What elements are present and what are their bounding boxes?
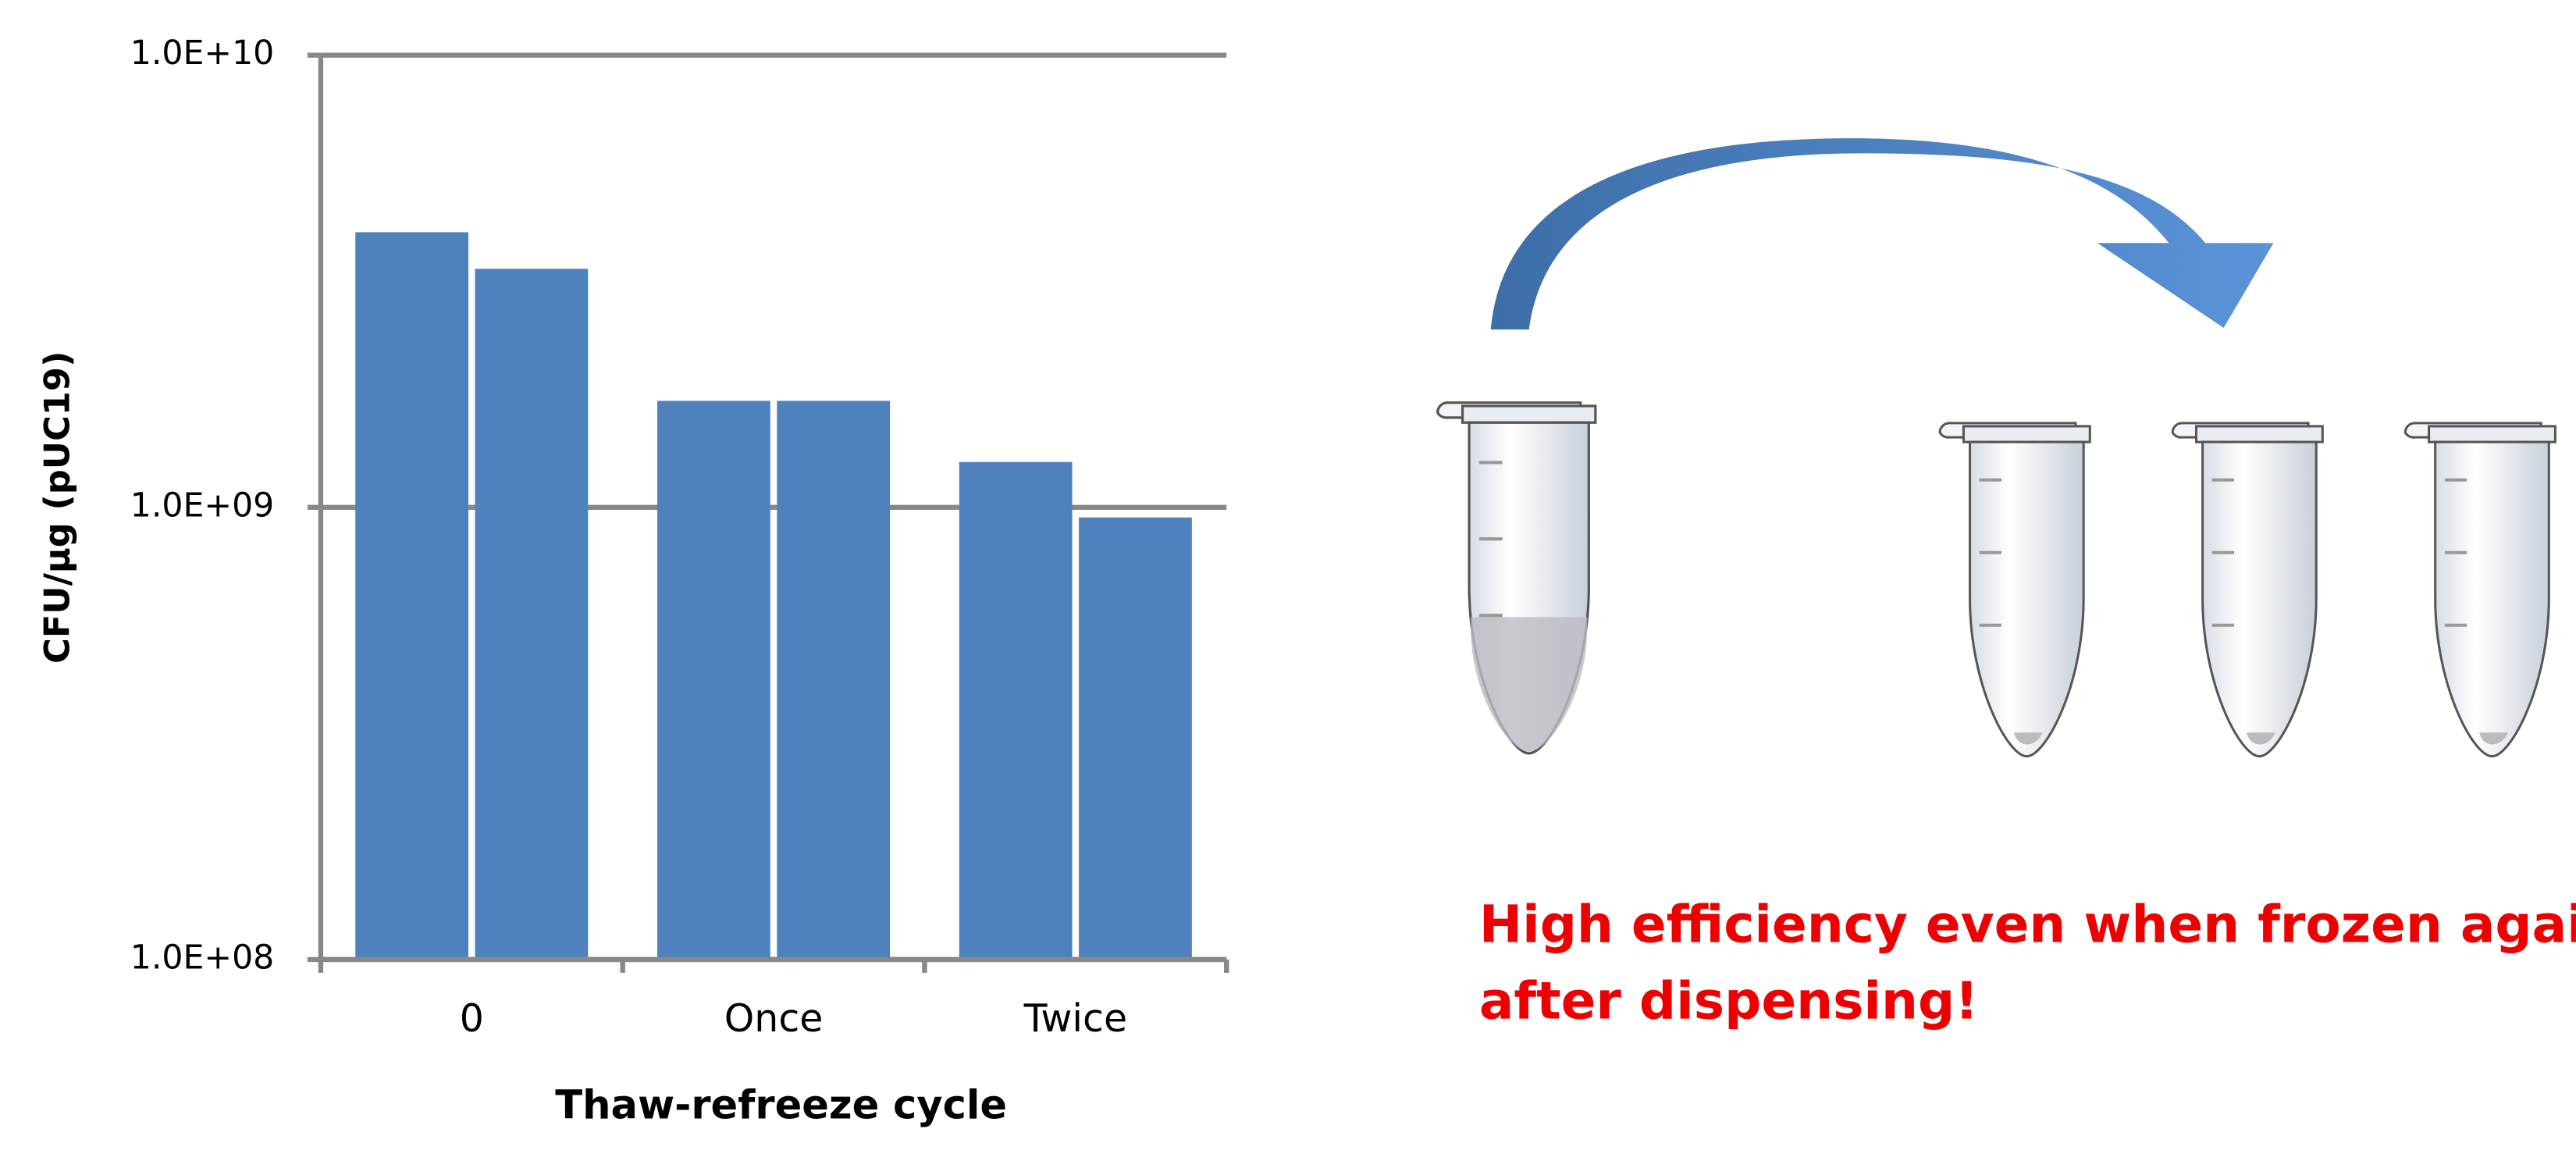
annotation: High efficiency even when frozen again	[1479, 895, 2576, 955]
tube-source	[1438, 403, 1596, 753]
bar	[959, 461, 1073, 960]
x-tick-label: Twice	[1023, 996, 1127, 1041]
layers: 1.0E+08 1.0E+09 1.0E+10 0 Once Twice	[130, 34, 1229, 1041]
axis-layer: 1.0E+08 1.0E+09 1.0E+10 0 Once Twice	[130, 34, 1229, 1041]
tube	[1940, 423, 2090, 757]
bar	[475, 269, 589, 960]
y-axis-label: CFU/µg (pUC19)	[37, 351, 78, 664]
tube	[2405, 423, 2555, 757]
bar	[1079, 517, 1192, 960]
bar-layer	[355, 232, 1192, 960]
bar	[657, 401, 770, 960]
x-axis-label: Thaw-refreeze cycle	[555, 1082, 1007, 1128]
y-tick-label: 1.0E+09	[130, 486, 274, 525]
y-tick-label: 1.0E+08	[130, 938, 274, 977]
illustration	[1438, 138, 2556, 757]
arrow	[1490, 138, 2274, 330]
bar	[777, 401, 891, 960]
x-tick-label: 0	[460, 996, 484, 1041]
bar	[355, 232, 469, 960]
y-tick-label: 1.0E+10	[130, 34, 274, 73]
tube	[2172, 423, 2322, 757]
x-tick-label: Once	[724, 996, 824, 1041]
annotation: after dispensing!	[1479, 970, 1978, 1031]
